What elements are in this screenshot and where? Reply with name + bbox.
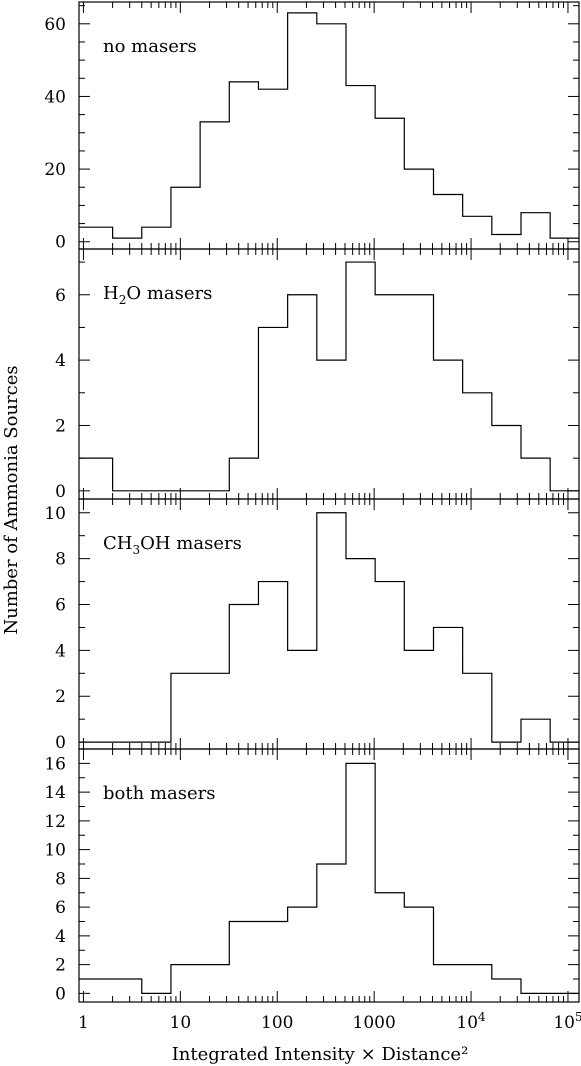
y-tick-label: 0 bbox=[55, 984, 66, 1004]
x-tick-label: 100 bbox=[261, 1013, 293, 1033]
y-tick-label: 4 bbox=[55, 351, 66, 371]
y-axis-title: Number of Ammonia Sources bbox=[1, 365, 22, 634]
y-tick-label: 0 bbox=[55, 482, 66, 502]
y-tick-label: 4 bbox=[55, 641, 66, 661]
y-tick-label: 0 bbox=[55, 233, 66, 253]
x-tick-label: 105 bbox=[553, 1010, 581, 1033]
x-tick-label: 1 bbox=[78, 1013, 89, 1033]
histogram-series bbox=[79, 261, 579, 492]
y-tick-label: 40 bbox=[44, 87, 66, 107]
panel-label: H2O masers bbox=[103, 283, 212, 307]
y-tick-label: 10 bbox=[44, 841, 66, 861]
panel-label: both masers bbox=[103, 783, 215, 804]
histogram-series bbox=[79, 512, 579, 743]
x-axis-tick-labels: 1 10 100 1000 104 105 bbox=[78, 1010, 581, 1033]
y-tick-label: 60 bbox=[44, 15, 66, 35]
y-tick-label: 2 bbox=[55, 416, 66, 436]
x-tick-label: 1000 bbox=[353, 1013, 396, 1033]
y-tick-label: 0 bbox=[55, 733, 66, 753]
y-tick-label: 8 bbox=[55, 550, 66, 570]
y-tick-label: 8 bbox=[55, 869, 66, 889]
y-tick-label: 6 bbox=[55, 596, 66, 616]
y-tick-label: 6 bbox=[55, 286, 66, 306]
x-tick-label: 10 bbox=[170, 1013, 192, 1033]
x-tick-label: 104 bbox=[456, 1010, 486, 1033]
y-tick-label: 4 bbox=[55, 927, 66, 947]
histogram-panel: 0 20 40 60 no masers bbox=[44, 1, 580, 253]
y-tick-label: 2 bbox=[55, 956, 66, 976]
histogram-series bbox=[79, 762, 579, 994]
y-tick-label: 20 bbox=[44, 160, 66, 180]
y-tick-label: 6 bbox=[55, 898, 66, 918]
histogram-series bbox=[79, 12, 579, 239]
panel-frame bbox=[78, 748, 580, 1003]
histogram-panel: 0 2 4 6 8 10 12 14 16 both masers bbox=[44, 748, 580, 1004]
x-axis-title: Integrated Intensity × Distance² bbox=[172, 1044, 469, 1065]
histogram-panel: 0 2 4 6 H2O masers bbox=[55, 248, 580, 502]
y-tick-label: 12 bbox=[44, 812, 66, 832]
histogram-panel: 0 2 4 6 8 10 CH3OH masers bbox=[44, 498, 580, 753]
y-tick-label: 16 bbox=[44, 754, 66, 774]
y-tick-label: 10 bbox=[44, 504, 66, 524]
y-tick-label: 2 bbox=[55, 687, 66, 707]
panel-label: CH3OH masers bbox=[103, 533, 242, 557]
y-tick-label: 14 bbox=[44, 783, 66, 803]
panel-label: no masers bbox=[103, 36, 197, 57]
